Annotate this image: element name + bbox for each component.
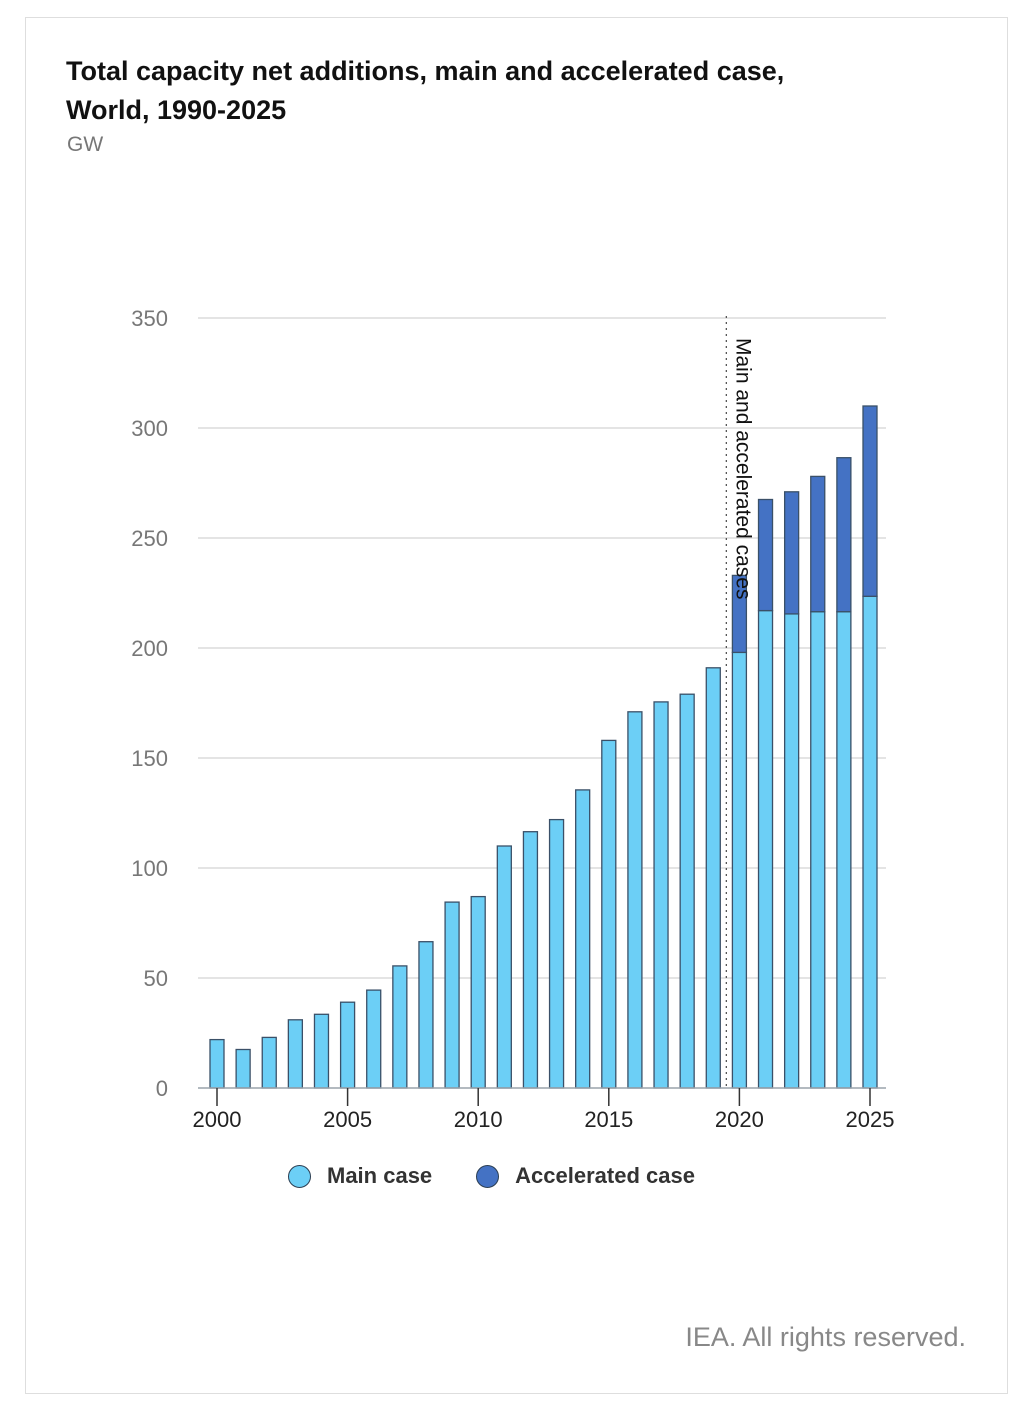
bar-main-case <box>366 989 382 1089</box>
y-tick-label: 0 <box>156 1076 168 1101</box>
x-tick-label: 2000 <box>193 1107 242 1132</box>
bar-main-case <box>757 609 774 1089</box>
bar-main-case <box>548 818 565 1089</box>
bar-main-case <box>418 941 434 1089</box>
bar-accelerated-case <box>862 405 878 597</box>
bar-main-case <box>705 667 721 1089</box>
bar-accelerated-case <box>731 574 748 654</box>
y-tick-label: 350 <box>131 306 168 331</box>
bar-main-case <box>496 845 512 1089</box>
legend: Main case Accelerated case <box>288 1163 739 1189</box>
bar-main-case <box>522 831 539 1089</box>
bar-accelerated-case <box>836 457 852 613</box>
x-tick-label: 2025 <box>846 1107 895 1132</box>
bar-main-case <box>444 901 460 1089</box>
bar-main-case <box>731 651 748 1089</box>
bar-main-case <box>575 789 591 1089</box>
bar-main-case <box>261 1036 277 1089</box>
legend-item-main-case[interactable]: Main case <box>288 1163 432 1189</box>
bar-main-case <box>783 613 800 1089</box>
y-tick-label: 50 <box>144 966 168 991</box>
bar-main-case <box>836 611 852 1089</box>
bar-main-case <box>287 1019 304 1089</box>
annotation-label: Main and accelerated cases <box>731 338 754 600</box>
y-tick-label: 300 <box>131 416 168 441</box>
x-tick-label: 2020 <box>715 1107 764 1132</box>
x-tick-label: 2010 <box>454 1107 503 1132</box>
bar-main-case <box>627 711 643 1089</box>
legend-swatch-main-case <box>288 1164 311 1188</box>
unit-label: GW <box>67 133 104 156</box>
legend-label-main-case: Main case <box>327 1163 433 1188</box>
chart-title: Total capacity net additions, main and a… <box>66 56 785 125</box>
legend-item-accelerated-case[interactable]: Accelerated case <box>476 1163 695 1189</box>
bar-main-case <box>810 611 826 1089</box>
y-tick-label: 150 <box>131 746 168 771</box>
bar-main-case <box>862 595 878 1089</box>
bar-main-case <box>679 693 695 1089</box>
bar-main-case <box>313 1013 330 1089</box>
bar-accelerated-case <box>810 475 826 613</box>
bar-accelerated-case <box>757 498 774 612</box>
bar-accelerated-case <box>783 491 800 615</box>
legend-label-accelerated-case: Accelerated case <box>515 1163 695 1188</box>
bar-main-case <box>601 739 617 1089</box>
y-tick-label: 200 <box>131 636 168 661</box>
credit-text: IEA. All rights reserved. <box>685 1322 966 1352</box>
bar-main-case <box>339 1001 356 1089</box>
bar-main-case <box>470 895 486 1089</box>
x-tick-label: 2005 <box>323 1107 372 1132</box>
y-tick-label: 100 <box>131 856 168 881</box>
x-tick-label: 2015 <box>584 1107 633 1132</box>
bar-main-case <box>235 1048 251 1089</box>
legend-swatch-accelerated-case <box>476 1164 500 1188</box>
bar-main-case <box>653 701 669 1089</box>
bar-main-case <box>392 965 408 1089</box>
bar-main-case <box>209 1038 225 1089</box>
y-tick-label: 250 <box>131 526 168 551</box>
